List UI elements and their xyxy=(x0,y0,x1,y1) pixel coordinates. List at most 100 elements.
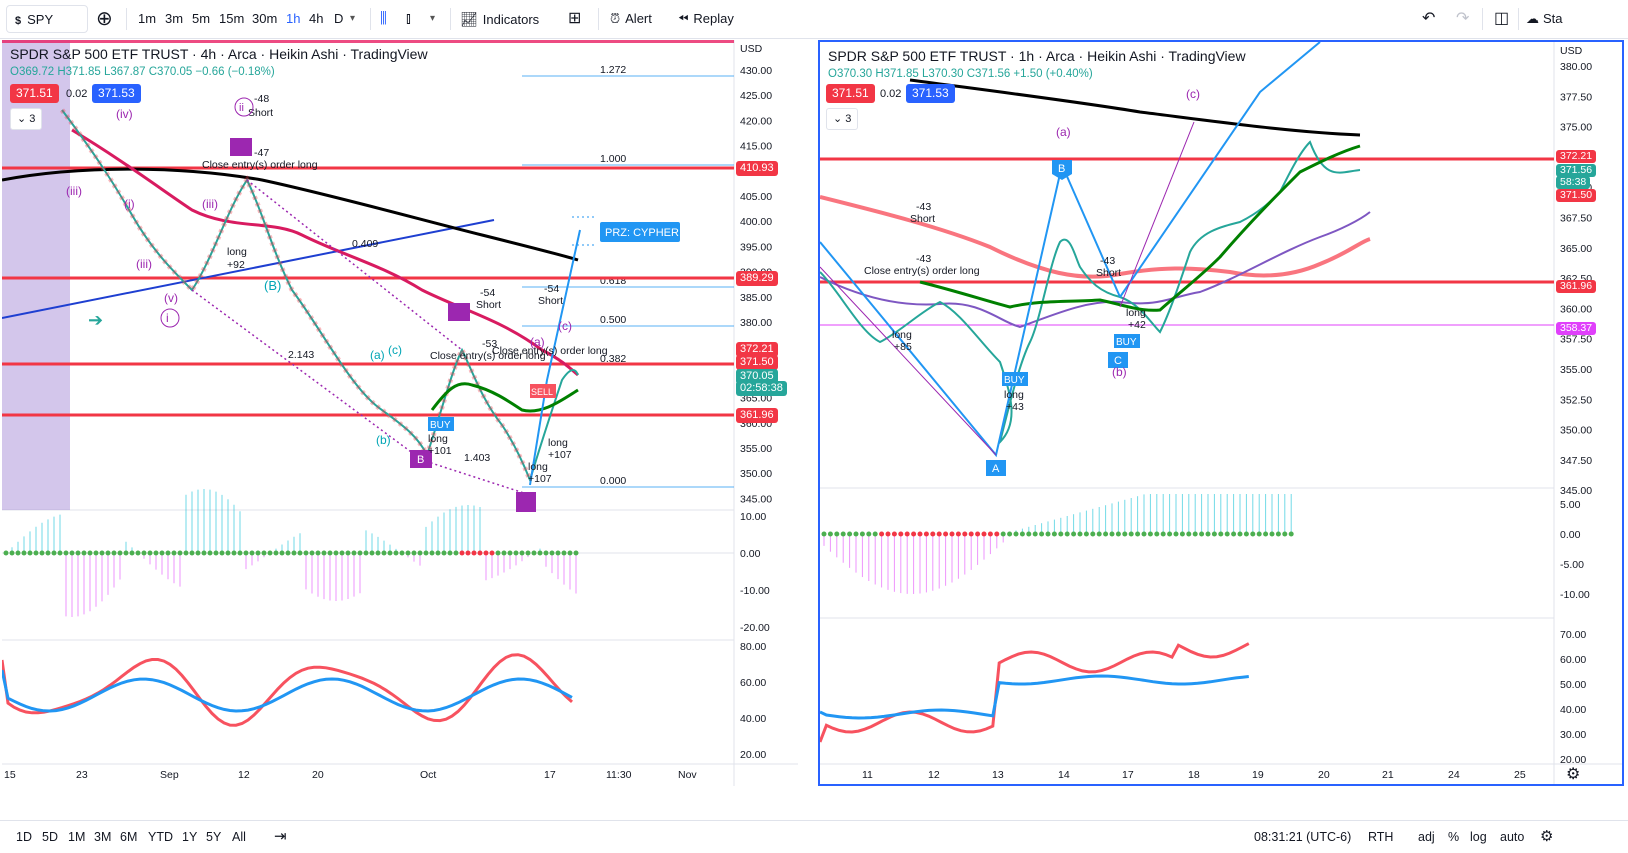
macd-axis: 10.00 0.00 -10.00 -20.00 xyxy=(740,511,770,634)
interval-1m[interactable]: 1m xyxy=(138,11,157,26)
macd-signal-dot xyxy=(309,550,315,556)
trade-note: -43 xyxy=(916,201,931,213)
bar-style-icon[interactable]: ⫼ xyxy=(380,10,387,27)
trade-note: -43 xyxy=(1100,255,1115,267)
interval-15m[interactable]: 15m xyxy=(219,11,245,26)
trade-note: -48 xyxy=(254,93,269,105)
date-range-icon[interactable]: ⇥ xyxy=(274,828,287,845)
price-tick-label: 385.00 xyxy=(740,292,772,304)
symbol-search[interactable]: $ SPY xyxy=(6,5,88,33)
ask-price-tag[interactable]: 371.53 xyxy=(906,84,955,103)
trade-note: -47 xyxy=(254,147,269,159)
interval-5m[interactable]: 5m xyxy=(192,11,211,26)
layers-toggle[interactable]: ⌄ 3 xyxy=(826,108,859,130)
range-5d[interactable]: 5D xyxy=(42,830,58,844)
auto-toggle[interactable]: auto xyxy=(1500,830,1525,844)
log-toggle[interactable]: log xyxy=(1470,830,1487,844)
price-axis-tag: 02:58:38 xyxy=(736,381,787,396)
macd-signal-dot xyxy=(267,550,273,556)
layout-icon[interactable]: ◫ xyxy=(1494,10,1510,27)
macd-signal-dot xyxy=(923,531,929,537)
prz-label-box xyxy=(600,222,680,242)
indicators-button[interactable]: 📈︎ Indicators xyxy=(460,0,539,38)
range-1y[interactable]: 1Y xyxy=(182,830,198,844)
macd-signal-dot xyxy=(3,550,9,556)
macd-signal-dot xyxy=(87,550,93,556)
trade-note: long xyxy=(227,246,247,258)
macd-signal-dot xyxy=(1007,531,1013,537)
interval-4h[interactable]: 4h xyxy=(309,11,324,26)
macd-signal-dot xyxy=(555,550,561,556)
chart-canvas-left[interactable]: 1.272 1.000 0.618 0.500 0.382 0.000 PRZ:… xyxy=(2,40,798,786)
macd-signal-dot xyxy=(135,550,141,556)
cloud-save-button[interactable]: ☁︎ Sta xyxy=(1526,0,1563,38)
macd-signal-dot xyxy=(827,531,833,537)
macd-signal-dot xyxy=(159,550,165,556)
wave-label: (a) xyxy=(1056,125,1071,139)
interval-d[interactable]: D xyxy=(334,11,344,26)
alert-button[interactable]: ⏰︎ Alert xyxy=(610,0,652,38)
candles-icon[interactable]: ⫾ xyxy=(406,10,411,27)
percent-toggle[interactable]: % xyxy=(1448,830,1460,844)
rsi-tick-label: 20.00 xyxy=(740,749,766,761)
settings-gear-icon[interactable]: ⚙ xyxy=(1540,828,1554,845)
replay-button[interactable]: ⏪︎ Replay xyxy=(678,0,734,38)
rsi-tick-label: 30.00 xyxy=(1560,729,1586,741)
macd-signal-dot xyxy=(399,550,405,556)
chart-panel-right[interactable]: A B C BUY BUY -43 Short -43 Close entry(… xyxy=(818,40,1624,786)
macd-signal-dot xyxy=(1275,531,1281,537)
undo-icon[interactable]: ↶ xyxy=(1422,10,1436,27)
templates-grid-icon[interactable]: ⊞ xyxy=(568,10,582,27)
macd-signal-dot xyxy=(1115,531,1121,537)
pattern-point-marker xyxy=(1052,160,1072,180)
ask-price-tag[interactable]: 371.53 xyxy=(92,84,141,103)
moving-average-green xyxy=(430,382,579,413)
interval-30m[interactable]: 30m xyxy=(252,11,278,26)
range-5y[interactable]: 5Y xyxy=(206,830,222,844)
compare-add-icon[interactable]: ⊕ xyxy=(96,8,113,30)
macd-signal-dot xyxy=(975,531,981,537)
chevron-down-icon[interactable]: ▾ xyxy=(430,13,436,24)
macd-signal-dot xyxy=(1154,531,1160,537)
chart-canvas-right[interactable]: A B C BUY BUY -43 Short -43 Close entry(… xyxy=(820,42,1622,784)
macd-signal-dot xyxy=(237,550,243,556)
range-1d[interactable]: 1D xyxy=(16,830,32,844)
macd-signal-dot xyxy=(483,550,489,556)
macd-signal-dot xyxy=(279,550,285,556)
price-axis-tag: 371.50 xyxy=(1556,189,1597,202)
redo-icon[interactable]: ↷ xyxy=(1456,10,1470,27)
price-tick-label: 367.50 xyxy=(1560,213,1592,225)
range-1m[interactable]: 1M xyxy=(68,830,86,844)
macd-signal-dot xyxy=(911,531,917,537)
range-ytd[interactable]: YTD xyxy=(148,830,173,844)
bid-price-tag[interactable]: 371.51 xyxy=(10,84,59,103)
macd-signal-dot xyxy=(207,550,213,556)
macd-signal-dot xyxy=(501,550,507,556)
bid-price-tag[interactable]: 371.51 xyxy=(826,84,875,103)
macd-signal-dot xyxy=(285,550,291,556)
interval-1h[interactable]: 1h xyxy=(286,11,301,26)
macd-signal-dot xyxy=(261,550,267,556)
chart-panel-left[interactable]: 1.272 1.000 0.618 0.500 0.382 0.000 PRZ:… xyxy=(2,40,798,786)
range-3m[interactable]: 3M xyxy=(94,830,112,844)
rsi-tick-label: 80.00 xyxy=(740,641,766,653)
wave-label: (iii) xyxy=(136,257,152,271)
macd-signal-dot xyxy=(123,550,129,556)
price-tick-label: 357.50 xyxy=(1560,334,1592,346)
adj-toggle[interactable]: adj xyxy=(1418,830,1435,844)
macd-signal-dot xyxy=(1096,531,1102,537)
price-tick-label: 400.00 xyxy=(740,216,772,228)
layers-toggle[interactable]: ⌄ 3 xyxy=(10,108,43,130)
interval-3m[interactable]: 3m xyxy=(165,11,184,26)
price-axis-tag: 370.05 xyxy=(736,369,778,384)
range-all[interactable]: All xyxy=(232,830,246,844)
clock-display[interactable]: 08:31:21 (UTC-6) xyxy=(1254,830,1352,844)
wave-label: (B) xyxy=(264,278,281,293)
symbol-icon: $ xyxy=(15,15,22,27)
macd-tick-label: -20.00 xyxy=(740,622,770,634)
chevron-down-icon[interactable]: ▾ xyxy=(350,13,356,24)
macd-signal-dot xyxy=(507,550,513,556)
range-6m[interactable]: 6M xyxy=(120,830,138,844)
session-toggle[interactable]: RTH xyxy=(1368,830,1394,844)
macd-signal-dot xyxy=(9,550,15,556)
